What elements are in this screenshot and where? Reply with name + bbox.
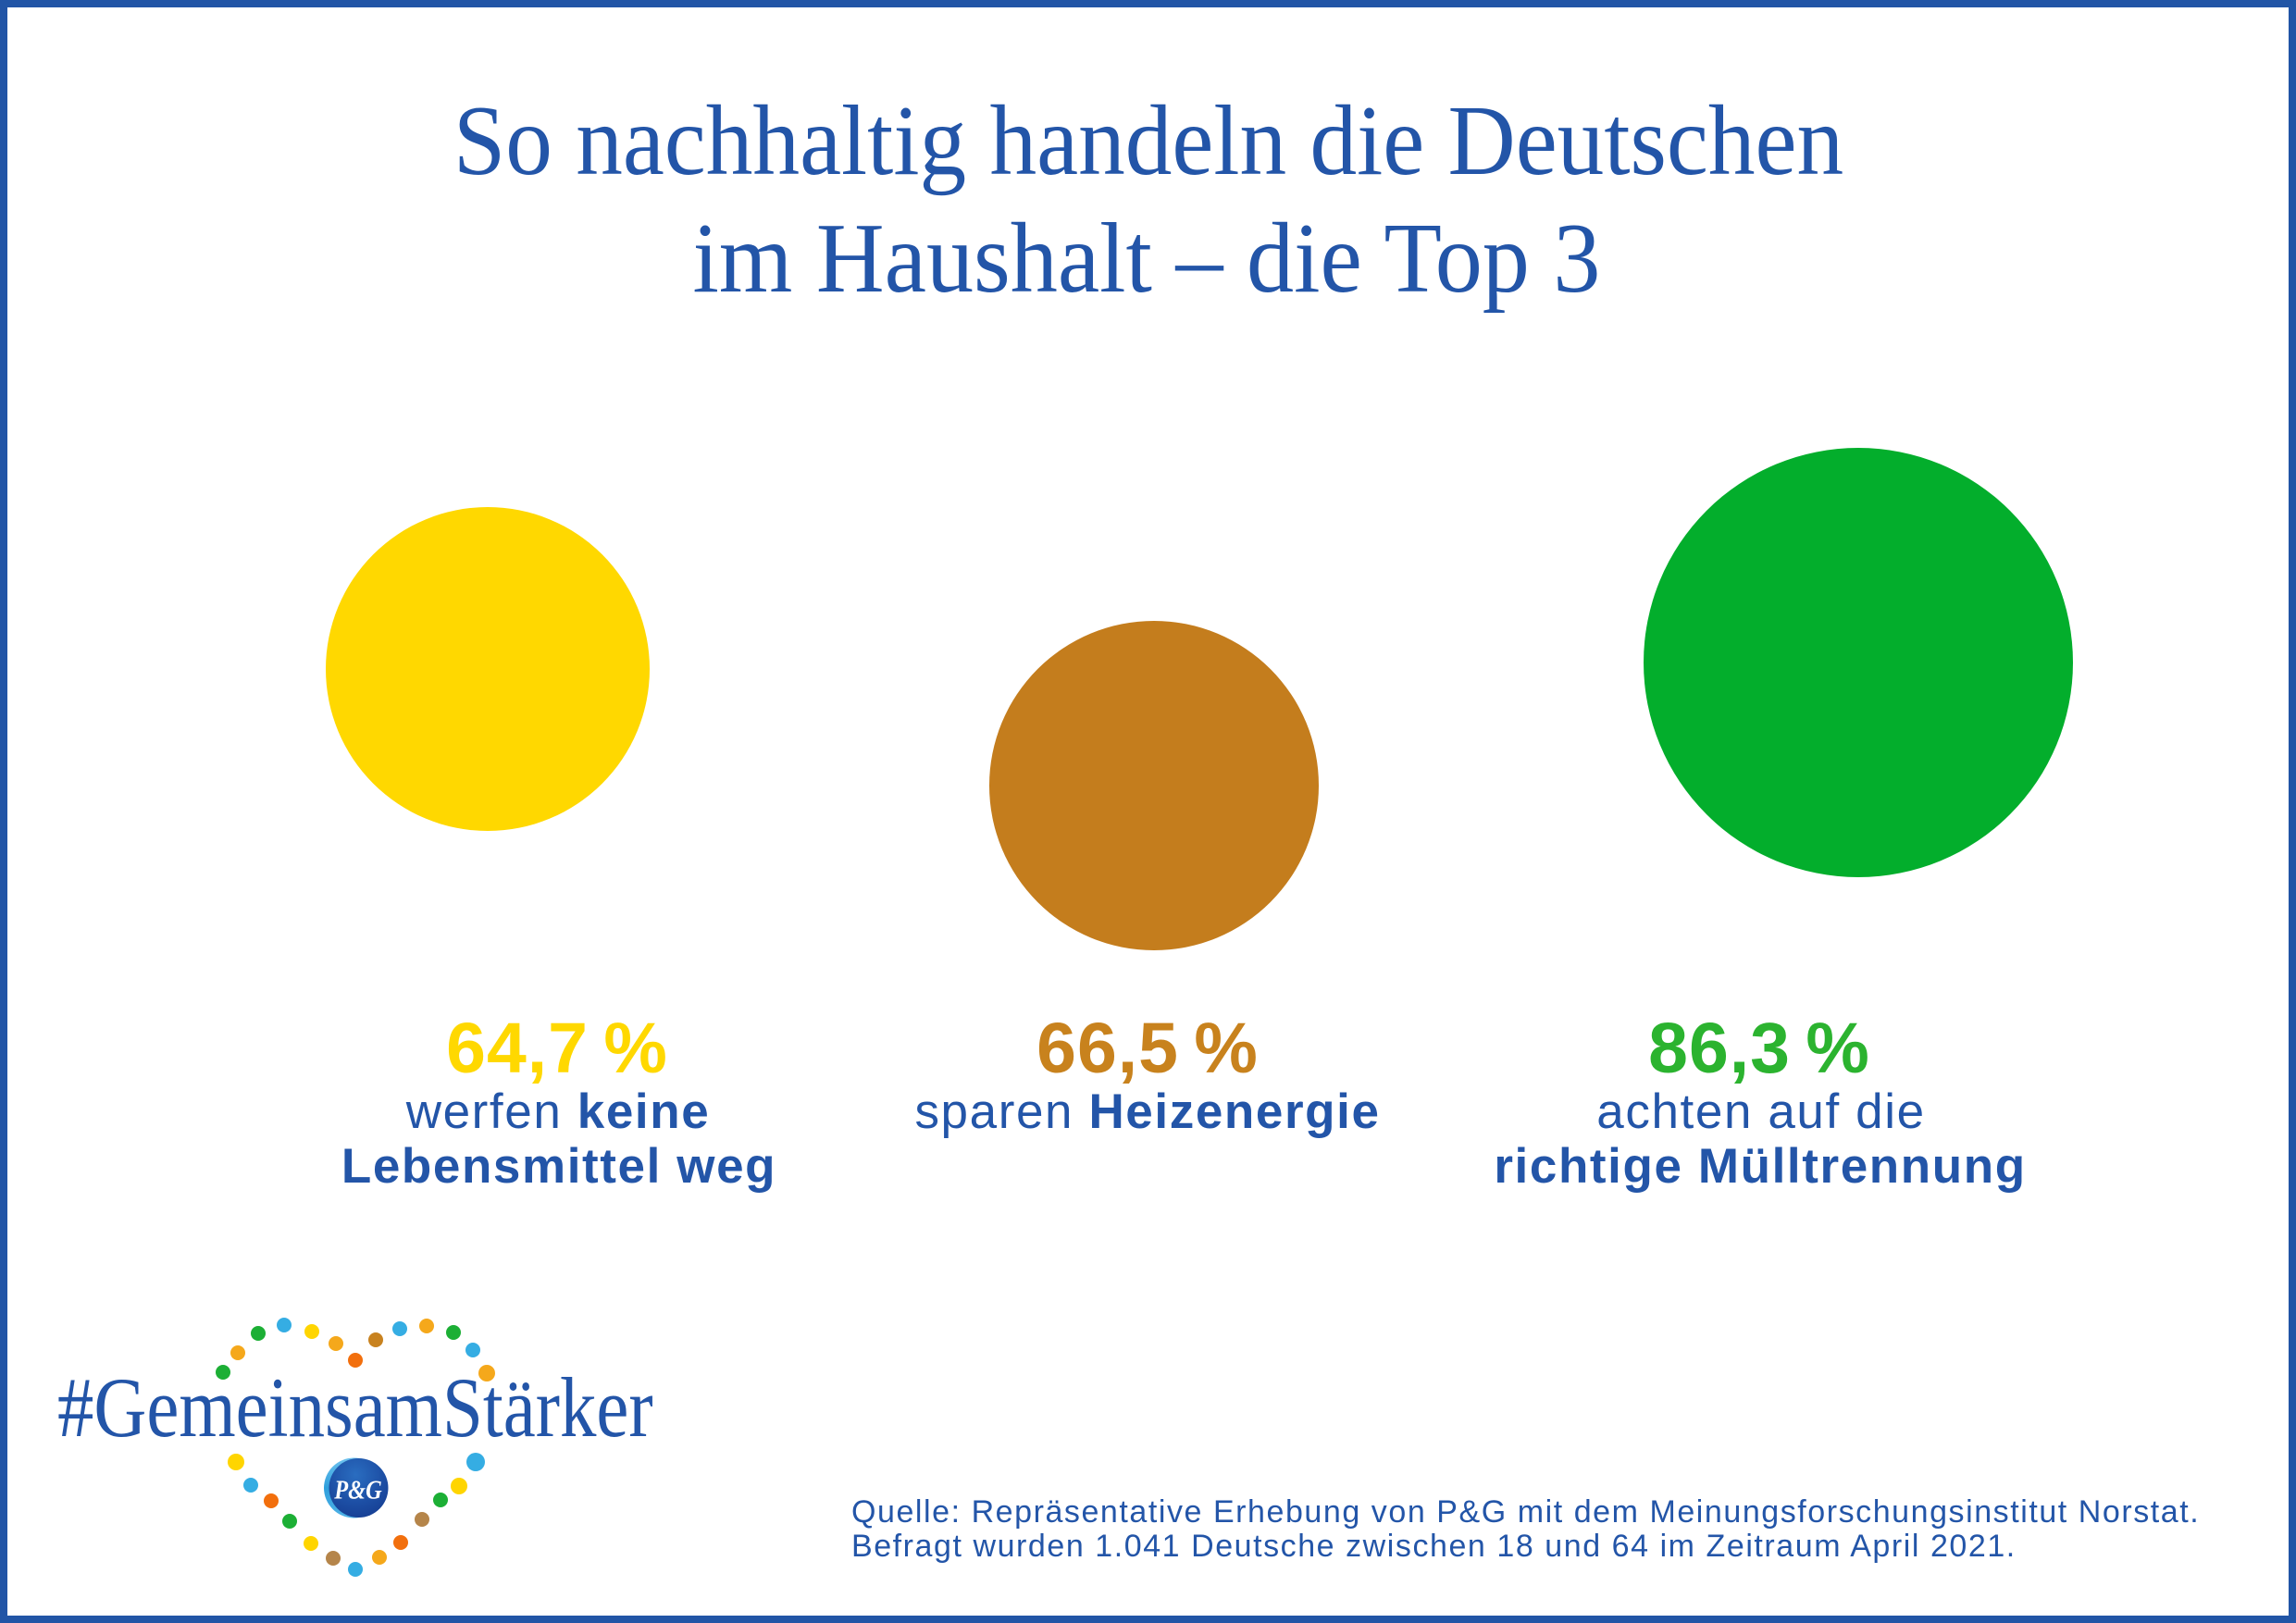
- svg-text:P&G: P&G: [333, 1475, 382, 1505]
